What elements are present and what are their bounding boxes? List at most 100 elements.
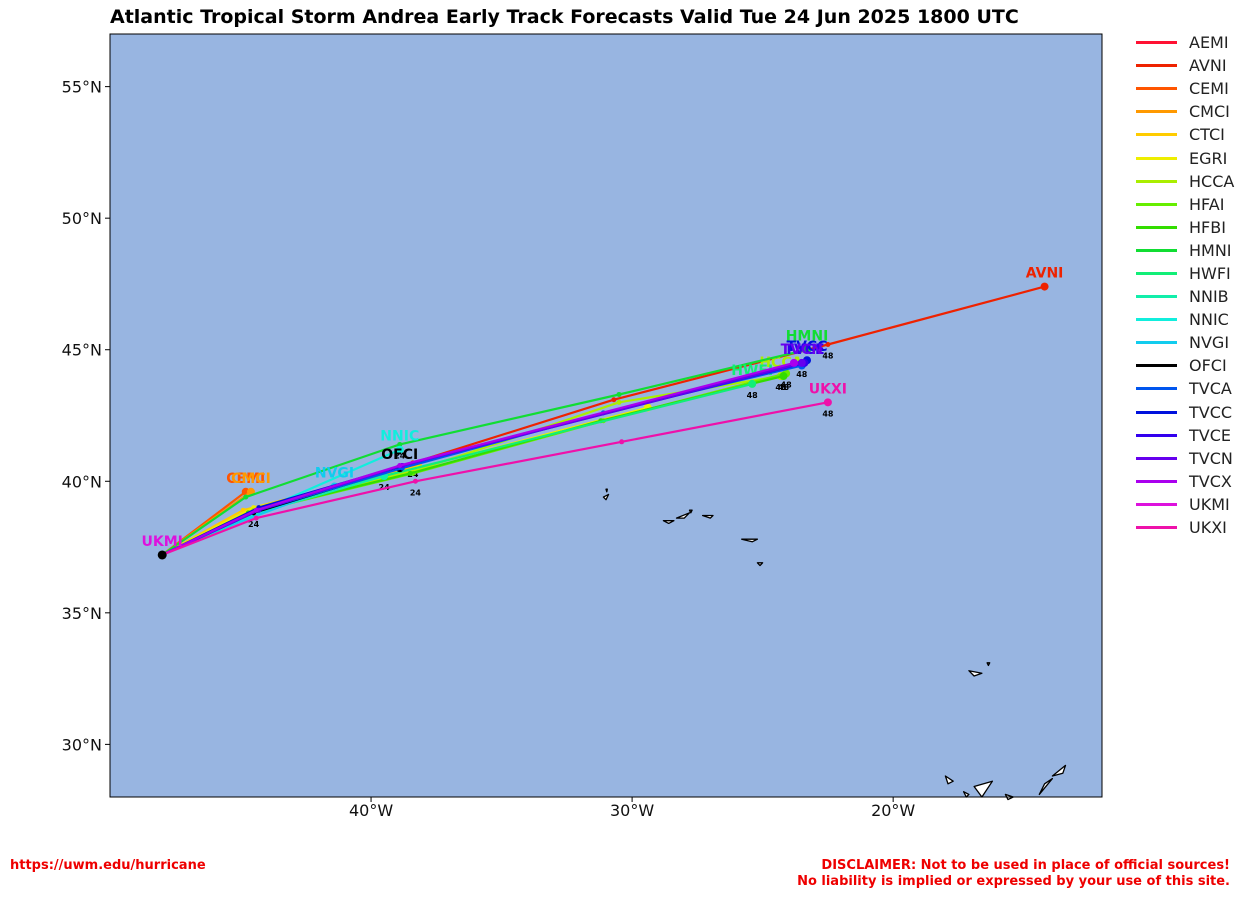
track-label-ofci: OFCI xyxy=(381,447,418,463)
hour-label-ukxi: 48 xyxy=(822,409,834,418)
lat-tick-label: 30°N xyxy=(62,735,102,754)
ocean-background xyxy=(110,34,1102,797)
legend-label: TVCC xyxy=(1189,402,1233,422)
island-5 xyxy=(701,514,714,519)
legend-swatch xyxy=(1136,364,1177,368)
track-label-ukxi: UKXI xyxy=(809,381,847,397)
island-7 xyxy=(756,562,764,567)
track-tvcx xyxy=(161,361,795,556)
legend-label: NVGI xyxy=(1189,333,1230,353)
legend-swatch xyxy=(1136,387,1177,391)
legend-item-cmci: CMCI xyxy=(1136,100,1251,123)
track-label-hmni: HMNI xyxy=(786,329,829,345)
island-2 xyxy=(662,520,675,525)
island-11 xyxy=(962,791,970,798)
legend-label: TVCE xyxy=(1189,425,1231,445)
track-label-nvgi: NVGI xyxy=(315,466,354,482)
legend-swatch xyxy=(1136,271,1177,275)
island-3 xyxy=(675,512,691,519)
track-label-tvcn: TVCN xyxy=(781,342,823,358)
lat-tick-label: 55°N xyxy=(62,78,102,97)
legend-item-hmni: HMNI xyxy=(1136,239,1251,262)
legend-swatch xyxy=(1136,410,1177,414)
hour-label-tvcn: 48 xyxy=(796,370,808,379)
legend-item-ctci: CTCI xyxy=(1136,123,1251,146)
legend-item-avni: AVNI xyxy=(1136,54,1251,77)
lat-tick-label: 35°N xyxy=(62,604,102,623)
legend-label: OFCI xyxy=(1189,356,1227,376)
disclaimer-line-2: No liability is implied or expressed by … xyxy=(797,874,1230,889)
legend-item-aemi: AEMI xyxy=(1136,31,1251,54)
track-point-tvcx xyxy=(397,462,403,468)
lon-tick-label: 20°W xyxy=(871,801,915,820)
legend-swatch xyxy=(1136,526,1177,530)
hour-label-avni: 48 xyxy=(822,351,834,360)
legend-label: EGRI xyxy=(1189,148,1228,168)
track-point-avni xyxy=(825,341,831,347)
legend-label: CMCI xyxy=(1189,102,1230,122)
island-12 xyxy=(973,780,994,798)
legend-item-tvcc: TVCC xyxy=(1136,401,1251,424)
legend-swatch xyxy=(1136,502,1177,506)
legend-swatch xyxy=(1136,156,1177,160)
legend-item-nnib: NNIB xyxy=(1136,285,1251,308)
legend-swatch xyxy=(1136,133,1177,137)
track-label-ukmi: UKMI xyxy=(142,534,183,550)
legend-item-hwfi: HWFI xyxy=(1136,262,1251,285)
hour-label-hfbi: 48 xyxy=(778,383,790,392)
disclaimer-line-1: DISCLAIMER: Not to be used in place of o… xyxy=(821,858,1230,873)
track-point-hmni xyxy=(803,345,812,354)
legend-label: HFBI xyxy=(1189,217,1226,237)
track-point-hmni xyxy=(243,494,249,500)
track-point-ukxi xyxy=(823,398,832,407)
legend-item-ofci: OFCI xyxy=(1136,354,1251,377)
track-label-cmci: CMCI xyxy=(231,471,271,487)
legend-label: TVCX xyxy=(1189,471,1232,491)
legend-swatch xyxy=(1136,179,1177,183)
legend-item-tvce: TVCE xyxy=(1136,424,1251,447)
legend-swatch xyxy=(1136,64,1177,68)
legend-swatch xyxy=(1136,110,1177,114)
hour-label-hwfi: 48 xyxy=(747,391,759,400)
track-point-hfbi xyxy=(407,470,413,476)
hour-label-ofci: 24 xyxy=(248,520,260,529)
legend-label: CEMI xyxy=(1189,79,1229,99)
legend-label: AEMI xyxy=(1189,33,1229,53)
track-label-tvcc: TVCC xyxy=(787,339,828,355)
track-point-avni xyxy=(1040,282,1049,291)
legend: AEMI AVNI CEMI CMCI CTCI EGRI HCCA HFAI HFBI HMNI… xyxy=(1136,31,1251,539)
legend-item-tvcn: TVCN xyxy=(1136,447,1251,470)
map-frame xyxy=(109,33,1103,798)
hour-label-hcca: 48 xyxy=(775,383,787,392)
legend-swatch xyxy=(1136,341,1177,345)
legend-label: HMNI xyxy=(1189,240,1232,260)
legend-item-hfai: HFAI xyxy=(1136,193,1251,216)
legend-item-nvgi: NVGI xyxy=(1136,331,1251,354)
legend-item-ukmi: UKMI xyxy=(1136,493,1251,516)
legend-item-tvcx: TVCX xyxy=(1136,470,1251,493)
island-8 xyxy=(968,670,983,677)
island-6 xyxy=(741,538,759,543)
island-4 xyxy=(688,509,693,514)
legend-item-egri: EGRI xyxy=(1136,146,1251,169)
legend-label: TVCA xyxy=(1189,379,1232,399)
legend-swatch xyxy=(1136,318,1177,322)
footer-url[interactable]: https://uwm.edu/hurricane xyxy=(10,858,206,873)
lon-tick-label: 40°W xyxy=(349,801,393,820)
legend-swatch xyxy=(1136,202,1177,206)
legend-label: NNIB xyxy=(1189,287,1229,307)
legend-swatch xyxy=(1136,295,1177,299)
track-point-nnic xyxy=(395,445,404,454)
track-point-hmni xyxy=(616,391,622,397)
legend-item-cemi: CEMI xyxy=(1136,77,1251,100)
legend-swatch xyxy=(1136,479,1177,483)
disclaimer: DISCLAIMER: Not to be used in place of o… xyxy=(797,858,1230,890)
hour-label-ukxi: 24 xyxy=(410,488,422,497)
legend-swatch xyxy=(1136,87,1177,91)
island-14 xyxy=(1038,777,1054,796)
lat-tick-label: 50°N xyxy=(62,209,102,228)
track-point-tvcx xyxy=(789,358,798,367)
lat-tick-label: 45°N xyxy=(62,341,102,360)
legend-swatch xyxy=(1136,41,1177,45)
